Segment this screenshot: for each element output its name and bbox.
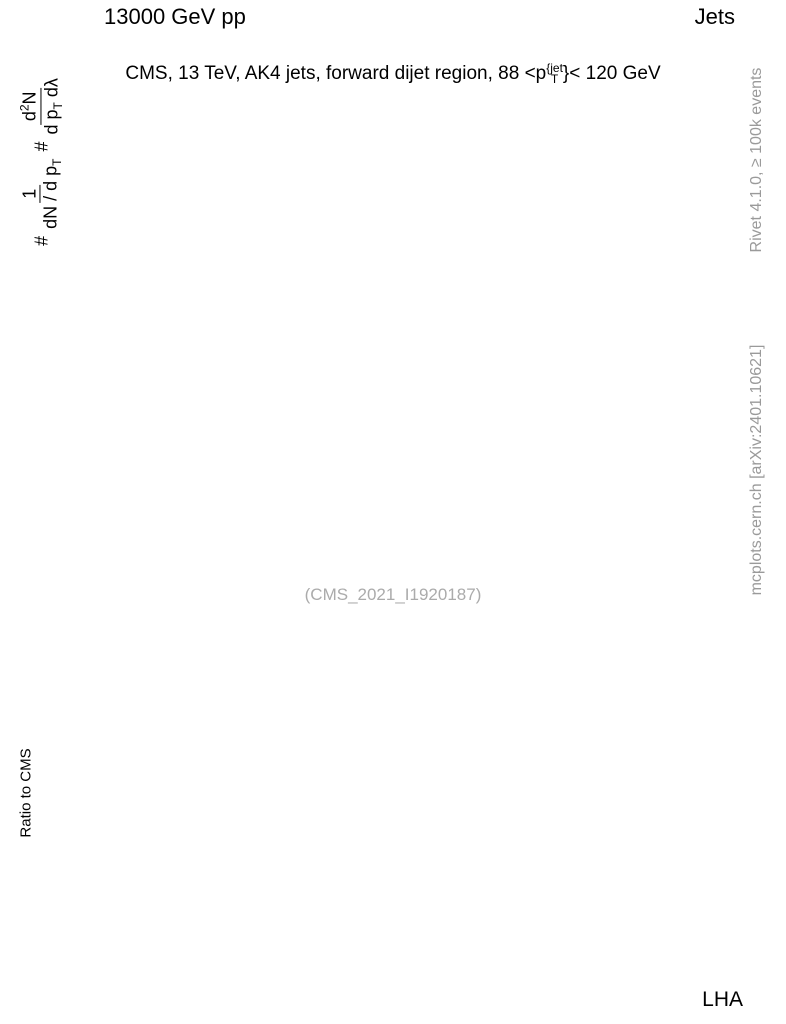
plot-title-pre: CMS, 13 TeV, AK4 jets, forward dijet reg…	[125, 63, 547, 84]
y-axis-formula: # 1 dN / d pT # d2N d pT dλ	[17, 78, 65, 246]
plot-title-sub: T	[550, 72, 559, 86]
ratio-axis-label: Ratio to CMS	[17, 748, 35, 838]
frac2-denominator: d pT dλ	[41, 78, 65, 135]
hash-symbol: #	[31, 235, 52, 246]
frac2-numerator: d2N	[17, 87, 42, 126]
plot-title-supsub: {jet T	[546, 61, 563, 86]
y-formula-frac1: 1 dN / d pT	[18, 158, 65, 229]
note-rivet-version: Rivet 4.1.0, ≥ 100k events	[748, 67, 765, 253]
watermark-analysis-id: (CMS_2021_I1920187)	[304, 585, 482, 604]
plot-title-post: }< 120 GeV	[562, 63, 661, 84]
plot-title-sup: {jet	[546, 61, 563, 75]
plot-title: CMS, 13 TeV, AK4 jets, forward dijet reg…	[0, 61, 786, 86]
frac1-denominator: dN / d pT	[40, 158, 65, 229]
hash-symbol: #	[31, 141, 52, 152]
frac1-numerator: 1	[18, 184, 41, 203]
title-process: Jets	[694, 4, 735, 29]
x-axis-label: LHA	[702, 988, 743, 1011]
y-formula-frac2: d2N d pT dλ	[17, 78, 65, 135]
title-beam-energy: 13000 GeV pp	[104, 4, 246, 29]
note-mcplots-arxiv: mcplots.cern.ch [arXiv:2401.10621]	[748, 344, 765, 596]
